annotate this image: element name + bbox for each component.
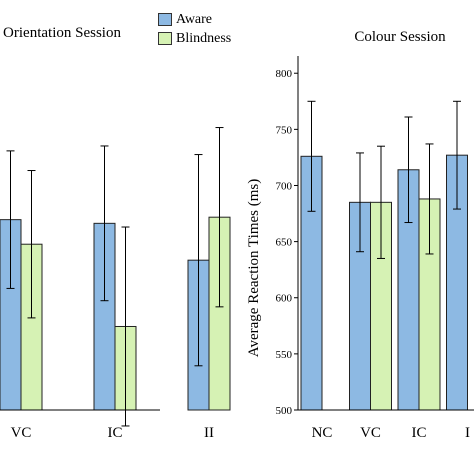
x-tick-label: IC (108, 425, 123, 441)
y-tick-label: 800 (276, 68, 293, 80)
legend-label-blindness: Blindness (176, 30, 232, 46)
legend: Aware Blindness (158, 10, 231, 48)
x-tick-label: II (204, 425, 214, 441)
x-tick-label: VC (11, 425, 32, 441)
y-tick-label: 750 (276, 124, 293, 136)
x-tick-label: VC (360, 425, 381, 441)
x-tick-label: I (465, 425, 470, 441)
y-tick-label: 500 (276, 405, 293, 417)
orientation-session-chart: Orientation Session VC IC II (0, 25, 231, 441)
legend-item-blindness: Blindness (158, 29, 231, 48)
legend-swatch-blindness (158, 32, 172, 45)
chart-title: Orientation Session (3, 25, 121, 41)
chart-title: Colour Session (354, 29, 446, 45)
y-axis-label: Average Reaction Times (ms) (246, 179, 262, 357)
x-tick-label: IC (412, 425, 427, 441)
y-tick-label: 700 (276, 180, 293, 192)
legend-label-aware: Aware (176, 11, 213, 27)
colour-session-chart: Colour Session Average Reaction Times (m… (246, 29, 474, 441)
y-tick-label: 550 (276, 349, 293, 361)
x-tick-label: NC (312, 425, 333, 441)
y-tick-label: 650 (276, 237, 293, 249)
y-tick-label: 600 (276, 293, 293, 305)
legend-swatch-aware (158, 13, 172, 26)
legend-item-aware: Aware (158, 10, 231, 29)
